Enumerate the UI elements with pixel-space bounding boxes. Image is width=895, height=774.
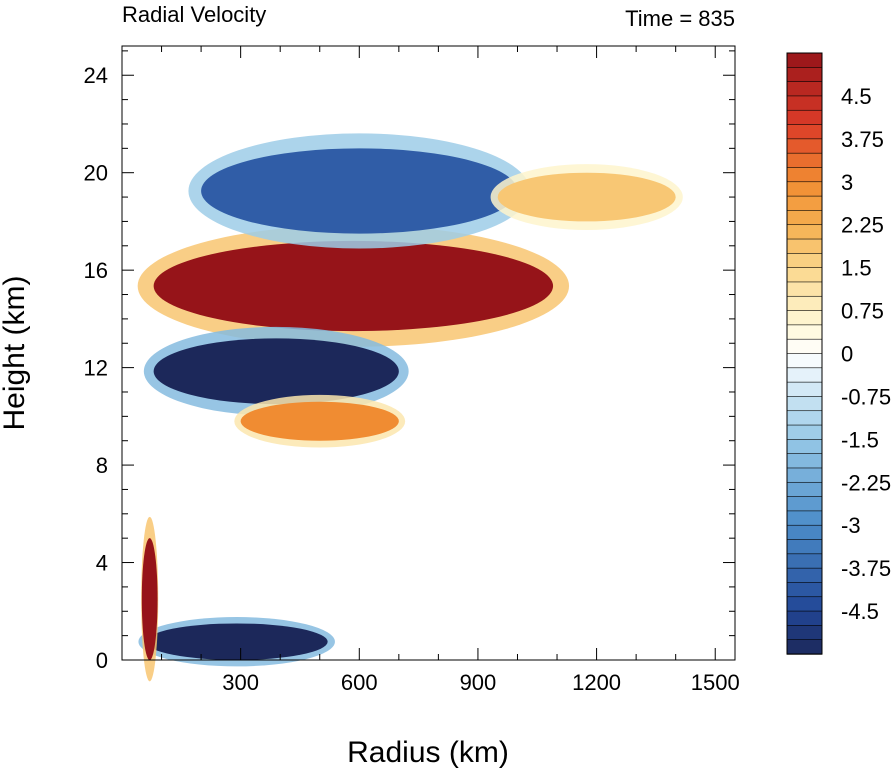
colorbar-tick-label: -3 xyxy=(841,513,861,538)
velocity-feature xyxy=(201,148,518,234)
colorbar-segment xyxy=(786,224,823,240)
colorbar: 4.5 3.75 3 2.25 1.5 0.75 0 -0.75 -1.5 -2.25 -3 -3.7… xyxy=(786,52,891,655)
colorbar-segment xyxy=(786,424,823,441)
colorbar-segment xyxy=(786,410,823,426)
colorbar-segment xyxy=(786,510,823,526)
colorbar-segment xyxy=(786,439,823,455)
colorbar-segment xyxy=(786,167,823,183)
y-tick-label: 8 xyxy=(96,453,108,478)
y-tick-label: 24 xyxy=(84,63,108,88)
velocity-feature xyxy=(240,401,399,441)
colorbar-tick-label: -1.5 xyxy=(841,427,879,452)
colorbar-segment xyxy=(786,467,823,483)
velocity-feature xyxy=(141,538,158,660)
y-axis-label: Height (km) xyxy=(0,275,31,430)
x-tick-label: 300 xyxy=(222,670,259,695)
colorbar-segment xyxy=(786,582,823,598)
colorbar-segment xyxy=(786,539,823,555)
y-tick-label: 4 xyxy=(96,551,108,576)
colorbar-tick-label: -3.75 xyxy=(841,556,891,581)
chart-title-left: Radial Velocity xyxy=(122,2,266,27)
colorbar-tick-label: 1.5 xyxy=(841,256,872,281)
colorbar-segment xyxy=(786,610,823,627)
colorbar-segment xyxy=(786,639,823,655)
colorbar-segment xyxy=(786,353,823,369)
colorbar-segment xyxy=(786,453,823,469)
velocity-field xyxy=(137,133,683,682)
colorbar-segment xyxy=(786,195,823,212)
colorbar-segment xyxy=(786,52,823,69)
plot-frame xyxy=(121,45,736,661)
colorbar-tick-label: 0 xyxy=(841,342,853,367)
colorbar-tick-label: 2.25 xyxy=(841,213,884,238)
colorbar-segment xyxy=(786,295,823,312)
colorbar-segment xyxy=(786,553,823,569)
x-axis: 300 600 900 1200 1500 xyxy=(161,46,740,695)
colorbar-tick-label: 3.75 xyxy=(841,127,884,152)
velocity-feature xyxy=(153,338,399,405)
colorbar-segment xyxy=(786,67,823,83)
x-tick-label: 1500 xyxy=(691,670,740,695)
y-tick-label: 16 xyxy=(84,258,108,283)
colorbar-segment xyxy=(786,95,823,111)
x-axis-label: Radius (km) xyxy=(347,736,509,769)
colorbar-segment xyxy=(786,396,823,412)
colorbar-tick-label: 0.75 xyxy=(841,299,884,324)
colorbar-segment xyxy=(786,310,823,326)
colorbar-segment xyxy=(786,496,823,512)
colorbar-segment xyxy=(786,567,823,584)
colorbar-segment xyxy=(786,281,823,297)
x-tick-label: 600 xyxy=(341,670,378,695)
colorbar-segment xyxy=(786,238,823,255)
y-axis: 0 4 8 12 16 20 24 xyxy=(84,50,735,673)
colorbar-segment xyxy=(786,267,823,283)
colorbar-tick-label: -0.75 xyxy=(841,384,891,409)
colorbar-segment xyxy=(786,381,823,398)
colorbar-segment xyxy=(786,210,823,226)
colorbar-segment xyxy=(786,138,823,154)
velocity-feature xyxy=(145,623,328,660)
colorbar-segment xyxy=(786,596,823,612)
colorbar-segment xyxy=(786,152,823,169)
y-tick-label: 20 xyxy=(84,161,108,186)
y-tick-label: 0 xyxy=(96,648,108,673)
colorbar-tick-label: -2.25 xyxy=(841,470,891,495)
colorbar-segment xyxy=(786,367,823,383)
colorbar-segment xyxy=(786,109,823,126)
colorbar-segment xyxy=(786,338,823,355)
colorbar-segment xyxy=(786,181,823,197)
colorbar-segment xyxy=(786,625,823,641)
colorbar-tick-label: 3 xyxy=(841,170,853,195)
chart-title-right: Time = 835 xyxy=(625,6,735,31)
plot-area xyxy=(121,45,736,682)
velocity-feature xyxy=(497,172,676,222)
colorbar-segment xyxy=(786,124,823,140)
colorbar-frame xyxy=(786,52,823,655)
y-tick-label: 12 xyxy=(84,356,108,381)
colorbar-segment xyxy=(786,524,823,541)
colorbar-tick-label: 4.5 xyxy=(841,84,872,109)
colorbar-segment xyxy=(786,481,823,498)
colorbar-segment xyxy=(786,253,823,269)
x-tick-label: 900 xyxy=(460,670,497,695)
colorbar-segment xyxy=(786,324,823,340)
x-tick-label: 1200 xyxy=(572,670,621,695)
colorbar-tick-label: -4.5 xyxy=(841,599,879,624)
velocity-feature xyxy=(153,240,554,332)
colorbar-segment xyxy=(786,81,823,97)
